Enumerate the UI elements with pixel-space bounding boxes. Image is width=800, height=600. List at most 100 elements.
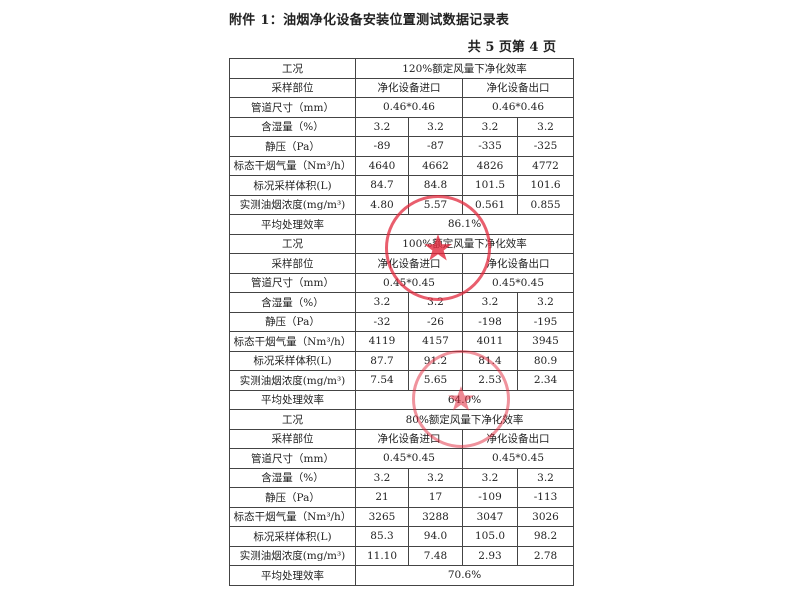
static-pressure-row: 静压（Pa） 21 17 -109 -113 xyxy=(229,487,575,508)
moisture-row: 含湿量（%） 3.2 3.2 3.2 3.2 xyxy=(229,292,575,313)
document-title: 附件 1：油烟净化设备安装位置测试数据记录表 xyxy=(229,13,510,28)
data-cell: 0.561 xyxy=(462,194,518,215)
data-cell: 3.2 xyxy=(408,116,463,137)
row-label: 实测油烟浓度(mg/m³) xyxy=(229,545,356,566)
data-cell: 3.2 xyxy=(516,467,575,488)
data-cell: 84.7 xyxy=(355,175,409,196)
row-label: 标况采样体积(L) xyxy=(229,526,356,547)
data-cell: 3.2 xyxy=(462,116,518,137)
row-label: 标态干烟气量（Nm³/h） xyxy=(229,155,356,176)
data-cell: 101.5 xyxy=(462,175,518,196)
inlet-duct-size: 0.46*0.46 xyxy=(355,97,463,118)
data-cell: 3.2 xyxy=(462,467,518,488)
dry-flue-gas-row: 标态干烟气量（Nm³/h） 4119 4157 4011 3945 xyxy=(229,331,575,352)
avg-efficiency-row: 平均处理效率 70.6% xyxy=(229,565,575,586)
data-cell: 17 xyxy=(408,487,463,508)
data-cell: 3.2 xyxy=(408,467,463,488)
row-label: 管道尺寸（mm） xyxy=(229,97,356,118)
data-cell: 91.2 xyxy=(408,350,463,371)
row-label: 采样部位 xyxy=(229,77,356,98)
row-label: 含湿量（%） xyxy=(229,116,356,137)
test-data-table: 工况 120%额定风量下净化效率 采样部位 净化设备进口 净化设备出口 管道尺寸（mm） 0… xyxy=(229,58,575,586)
avg-efficiency-row: 平均处理效率 64.0% xyxy=(229,389,575,410)
dry-flue-gas-row: 标态干烟气量（Nm³/h） 4640 4662 4826 4772 xyxy=(229,155,575,176)
row-label: 含湿量（%） xyxy=(229,467,356,488)
inlet-duct-size: 0.45*0.45 xyxy=(355,448,463,469)
sample-volume-row: 标况采样体积(L) 84.7 84.8 101.5 101.6 xyxy=(229,175,575,196)
data-cell: 5.65 xyxy=(408,370,463,391)
sample-volume-row: 标况采样体积(L) 87.7 91.2 81.4 80.9 xyxy=(229,350,575,371)
condition-row: 工况 80%额定风量下净化效率 xyxy=(229,409,575,430)
fume-concentration-row: 实测油烟浓度(mg/m³) 4.80 5.57 0.561 0.855 xyxy=(229,194,575,215)
sampling-location-row: 采样部位 净化设备进口 净化设备出口 xyxy=(229,253,575,274)
row-label: 管道尺寸（mm） xyxy=(229,272,356,293)
sampling-location-row: 采样部位 净化设备进口 净化设备出口 xyxy=(229,77,575,98)
data-cell: 3.2 xyxy=(355,467,409,488)
row-label: 实测油烟浓度(mg/m³) xyxy=(229,194,356,215)
data-cell: 3.2 xyxy=(516,116,575,137)
data-cell: -87 xyxy=(408,136,463,157)
data-cell: 3.2 xyxy=(408,292,463,313)
row-label: 静压（Pa） xyxy=(229,136,356,157)
avg-efficiency-value: 70.6% xyxy=(354,565,575,586)
row-label: 平均处理效率 xyxy=(229,565,356,586)
data-cell: 4772 xyxy=(516,155,575,176)
moisture-row: 含湿量（%） 3.2 3.2 3.2 3.2 xyxy=(229,116,575,137)
data-cell: -109 xyxy=(462,487,518,508)
data-cell: 2.34 xyxy=(516,370,575,391)
data-cell: 81.4 xyxy=(462,350,518,371)
data-cell: 3.2 xyxy=(355,292,409,313)
data-cell: -26 xyxy=(408,311,463,332)
data-cell: 4011 xyxy=(462,331,518,352)
inlet-label: 净化设备进口 xyxy=(355,428,463,449)
row-label: 管道尺寸（mm） xyxy=(229,448,356,469)
outlet-label: 净化设备出口 xyxy=(461,428,575,449)
static-pressure-row: 静压（Pa） -32 -26 -198 -195 xyxy=(229,311,575,332)
data-cell: 7.48 xyxy=(408,545,463,566)
sample-volume-row: 标况采样体积(L) 85.3 94.0 105.0 98.2 xyxy=(229,526,575,547)
row-label: 平均处理效率 xyxy=(229,389,356,410)
data-cell: 21 xyxy=(355,487,409,508)
outlet-label: 净化设备出口 xyxy=(461,253,575,274)
condition-value: 80%额定风量下净化效率 xyxy=(354,409,575,430)
dry-flue-gas-row: 标态干烟气量（Nm³/h） 3265 3288 3047 3026 xyxy=(229,506,575,527)
inlet-duct-size: 0.45*0.45 xyxy=(355,272,463,293)
data-cell: 87.7 xyxy=(355,350,409,371)
moisture-row: 含湿量（%） 3.2 3.2 3.2 3.2 xyxy=(229,467,575,488)
data-cell: 105.0 xyxy=(462,526,518,547)
row-label: 标态干烟气量（Nm³/h） xyxy=(229,506,356,527)
row-label: 采样部位 xyxy=(229,428,356,449)
data-cell: 3288 xyxy=(408,506,463,527)
data-cell: 0.855 xyxy=(516,194,575,215)
condition-row: 工况 120%额定风量下净化效率 xyxy=(229,58,575,79)
data-cell: 85.3 xyxy=(355,526,409,547)
data-cell: -89 xyxy=(355,136,409,157)
data-cell: 3945 xyxy=(516,331,575,352)
row-label: 静压（Pa） xyxy=(229,311,356,332)
data-cell: 3026 xyxy=(516,506,575,527)
data-cell: -335 xyxy=(462,136,518,157)
fume-concentration-row: 实测油烟浓度(mg/m³) 7.54 5.65 2.53 2.34 xyxy=(229,370,575,391)
data-cell: -198 xyxy=(462,311,518,332)
row-label: 标态干烟气量（Nm³/h） xyxy=(229,331,356,352)
row-label: 工况 xyxy=(229,233,356,254)
data-cell: 4.80 xyxy=(355,194,409,215)
row-label: 工况 xyxy=(229,58,356,79)
data-cell: 3047 xyxy=(462,506,518,527)
data-cell: 80.9 xyxy=(516,350,575,371)
data-cell: 2.93 xyxy=(462,545,518,566)
data-cell: 11.10 xyxy=(355,545,409,566)
fume-concentration-row: 实测油烟浓度(mg/m³) 11.10 7.48 2.93 2.78 xyxy=(229,545,575,566)
data-cell: 4119 xyxy=(355,331,409,352)
row-label: 标况采样体积(L) xyxy=(229,350,356,371)
condition-value: 100%额定风量下净化效率 xyxy=(354,233,575,254)
page-info: 共 5 页第 4 页 xyxy=(467,40,556,55)
data-cell: 4157 xyxy=(408,331,463,352)
data-cell: 2.53 xyxy=(462,370,518,391)
duct-size-row: 管道尺寸（mm） 0.45*0.45 0.45*0.45 xyxy=(229,448,575,469)
data-cell: 101.6 xyxy=(516,175,575,196)
inlet-label: 净化设备进口 xyxy=(355,253,463,274)
data-cell: 94.0 xyxy=(408,526,463,547)
outlet-label: 净化设备出口 xyxy=(461,77,575,98)
data-cell: 4826 xyxy=(462,155,518,176)
